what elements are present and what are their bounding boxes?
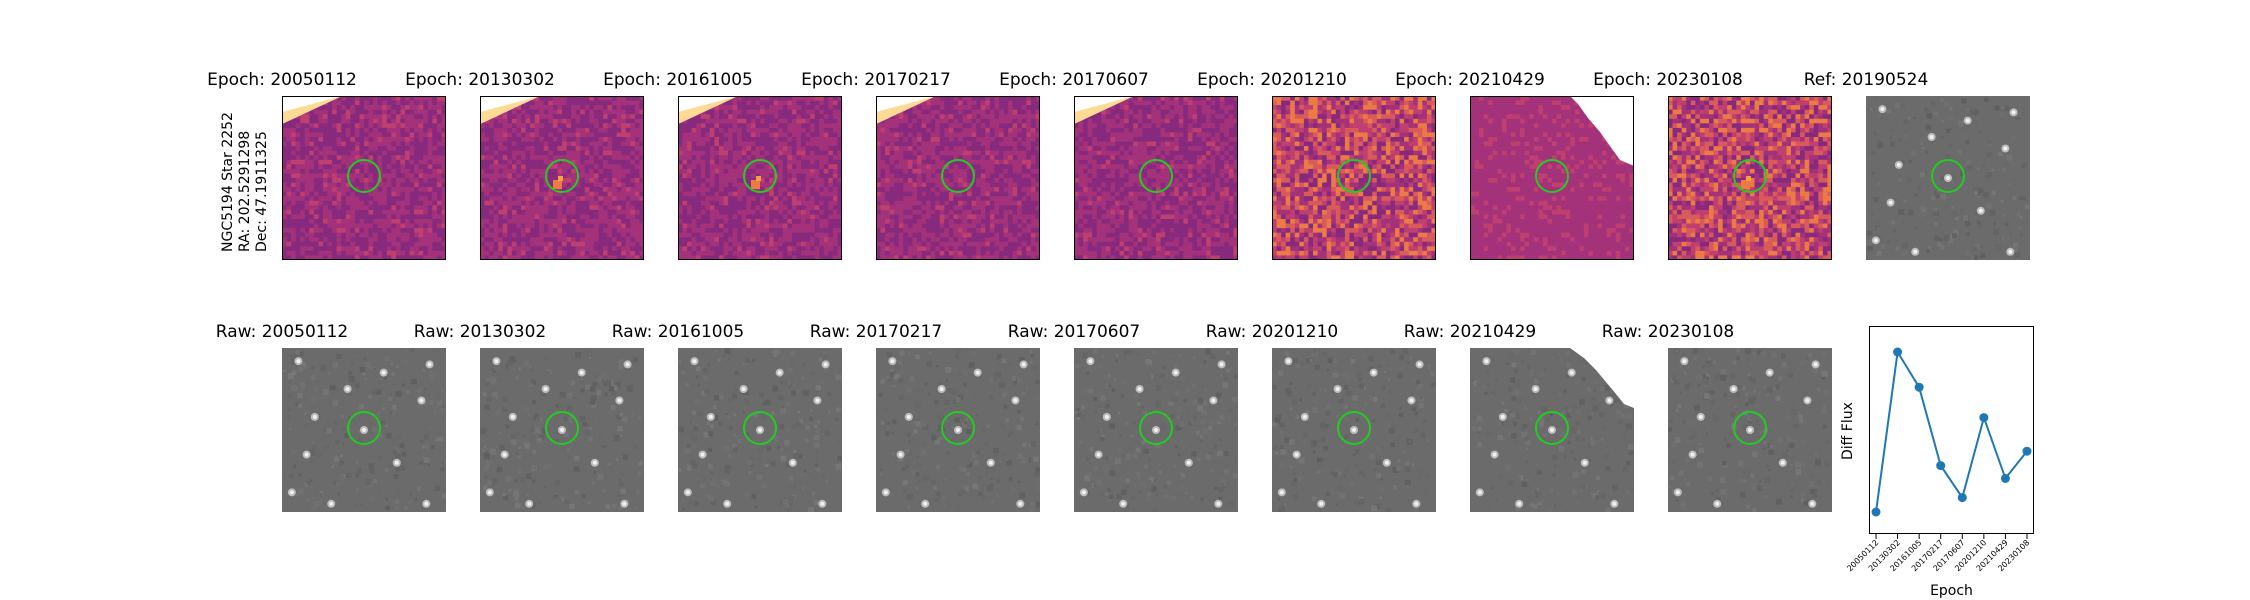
reference-image bbox=[1866, 96, 2030, 260]
diff-image-3 bbox=[678, 96, 842, 260]
diff-image-5 bbox=[1074, 96, 1238, 260]
star-ra: RA: 202.5291298 bbox=[237, 131, 253, 252]
diff-image-1 bbox=[282, 96, 446, 260]
epoch-title-4: Epoch: 20170217 bbox=[776, 70, 976, 90]
star-name: NGC5194 Star 2252 bbox=[220, 112, 236, 252]
epoch-title-7: Epoch: 20210429 bbox=[1370, 70, 1570, 90]
data-point bbox=[1958, 493, 1967, 502]
raw-title-3: Raw: 20161005 bbox=[578, 322, 778, 342]
diff-image-7 bbox=[1470, 96, 1634, 260]
raw-image-7 bbox=[1470, 348, 1634, 512]
data-point bbox=[1936, 461, 1945, 470]
raw-title-1: Raw: 20050112 bbox=[182, 322, 382, 342]
raw-image-2 bbox=[480, 348, 644, 512]
raw-image-6 bbox=[1272, 348, 1436, 512]
plot-frame bbox=[1870, 327, 2034, 534]
data-point bbox=[1979, 413, 1988, 422]
epoch-title-8: Epoch: 20230108 bbox=[1568, 70, 1768, 90]
y-axis-label: Diff Flux bbox=[1840, 402, 1856, 460]
x-axis-label: Epoch bbox=[1869, 583, 2034, 599]
diff-image-6 bbox=[1272, 96, 1436, 260]
raw-image-4 bbox=[876, 348, 1040, 512]
raw-image-8 bbox=[1668, 348, 1832, 512]
epoch-title-3: Epoch: 20161005 bbox=[578, 70, 778, 90]
ref-title: Ref: 20190524 bbox=[1766, 70, 1966, 90]
epoch-title-6: Epoch: 20201210 bbox=[1172, 70, 1372, 90]
raw-image-1 bbox=[282, 348, 446, 512]
epoch-title-1: Epoch: 20050112 bbox=[182, 70, 382, 90]
raw-image-5 bbox=[1074, 348, 1238, 512]
raw-title-7: Raw: 20210429 bbox=[1370, 322, 1570, 342]
diff-image-8 bbox=[1668, 96, 1832, 260]
raw-title-2: Raw: 20130302 bbox=[380, 322, 580, 342]
y-axis-label-wrap: Diff Flux bbox=[1832, 400, 1872, 460]
star-dec: Dec: 47.1911325 bbox=[254, 131, 270, 252]
data-point bbox=[2001, 474, 2010, 483]
data-point bbox=[1915, 383, 1924, 392]
series-line bbox=[1876, 352, 2027, 512]
diff-flux-plot: 20050112 20130302 20161005 20170217 20170607… bbox=[1869, 326, 2034, 534]
raw-title-5: Raw: 20170607 bbox=[974, 322, 1174, 342]
raw-title-8: Raw: 20230108 bbox=[1568, 322, 1768, 342]
data-point bbox=[2023, 447, 2032, 456]
diff-image-2 bbox=[480, 96, 644, 260]
raw-image-3 bbox=[678, 348, 842, 512]
raw-title-4: Raw: 20170217 bbox=[776, 322, 976, 342]
diff-image-4 bbox=[876, 96, 1040, 260]
raw-title-6: Raw: 20201210 bbox=[1172, 322, 1372, 342]
epoch-title-5: Epoch: 20170607 bbox=[974, 70, 1174, 90]
data-point bbox=[1893, 348, 1902, 357]
epoch-title-2: Epoch: 20130302 bbox=[380, 70, 580, 90]
data-point bbox=[1872, 508, 1881, 517]
